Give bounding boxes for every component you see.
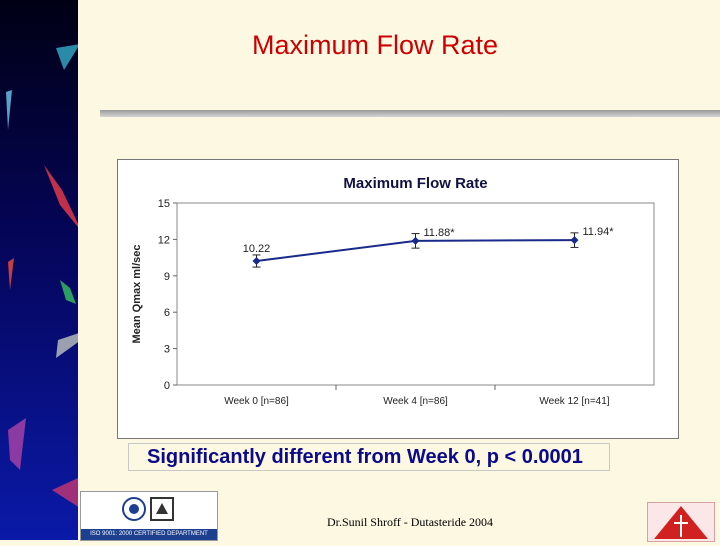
- decorative-shards: [6, 44, 78, 507]
- iso-caption: ISO 9001: 2000 CERTIFIED DEPARTMENT: [81, 529, 217, 540]
- author-credit: Dr.Sunil Shroff - Dutasteride 2004: [326, 515, 494, 529]
- data-label: 10.22: [243, 243, 271, 255]
- y-tick-label: 6: [164, 307, 170, 319]
- data-point: [570, 236, 579, 245]
- slide-title: Maximum Flow Rate: [251, 30, 499, 60]
- y-axis-label: Mean Qmax ml/sec: [131, 244, 143, 343]
- y-tick-label: 15: [158, 198, 170, 210]
- decorative-left-band: [0, 0, 78, 540]
- y-tick-label: 0: [164, 380, 170, 392]
- data-point: [252, 256, 261, 265]
- data-point: [411, 236, 420, 245]
- x-tick-label: Week 12 [n=41]: [539, 396, 609, 407]
- x-tick-label: Week 0 [n=86]: [224, 396, 289, 407]
- y-tick-label: 9: [164, 271, 170, 283]
- x-tick-label: Week 4 [n=86]: [383, 396, 448, 407]
- hospital-emblem: [654, 506, 708, 539]
- iso-logo-icon: ISO 9001: 2000 CERTIFIED DEPARTMENT: [80, 491, 218, 541]
- flow-rate-chart: Maximum Flow Rate 0 3 6 9 12 15 Mean Qmax ml/se…: [131, 175, 655, 407]
- y-tick-label: 12: [158, 234, 170, 246]
- title-divider: [100, 110, 720, 117]
- data-label: 11.88*: [424, 227, 456, 239]
- hospital-logo-icon: [647, 502, 715, 542]
- significance-footnote: Significantly different from Week 0, p <…: [128, 443, 610, 471]
- chart-panel: Maximum Flow Rate 0 3 6 9 12 15 Mean Qmax ml/se…: [117, 159, 679, 439]
- certification-seals-icon: [122, 497, 174, 521]
- data-label: 11.94*: [583, 226, 615, 238]
- y-tick-label: 3: [164, 344, 170, 356]
- chart-title: Maximum Flow Rate: [343, 175, 487, 192]
